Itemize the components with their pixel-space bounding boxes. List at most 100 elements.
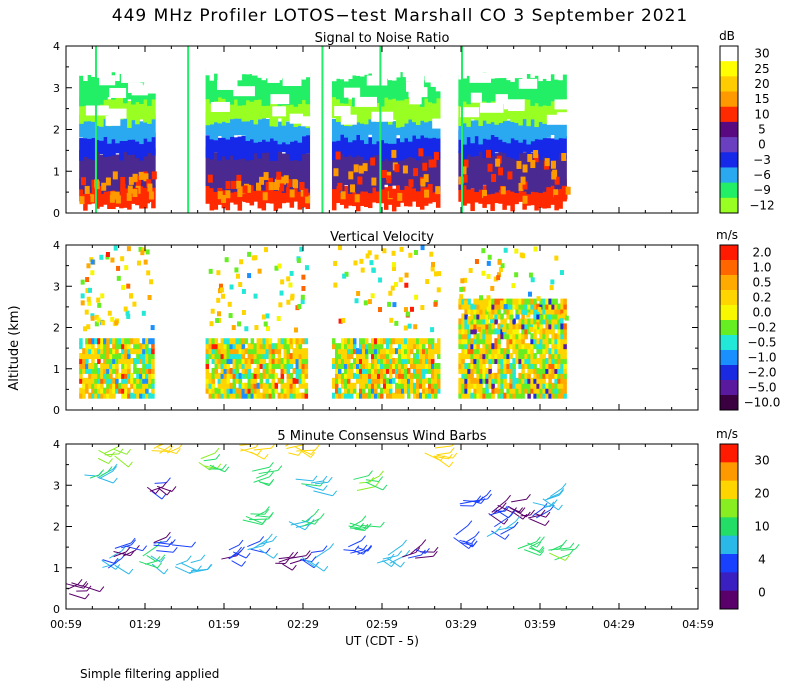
- wind-barb: [494, 515, 512, 528]
- vv-cell: [400, 367, 405, 374]
- vv-cell: [461, 343, 465, 350]
- vv-cell: [542, 308, 546, 315]
- snr-cell: [277, 151, 283, 192]
- vv-cell: [530, 353, 534, 360]
- snr-cell: [533, 154, 539, 163]
- snr-cell: [470, 92, 482, 103]
- vv-cell: [524, 348, 528, 355]
- wind-barb-flag: [510, 510, 516, 516]
- wind-barb-flag: [397, 550, 403, 556]
- vv-cell: [136, 372, 140, 379]
- vv-cell: [349, 367, 354, 374]
- colorbar-units: dB: [719, 29, 735, 43]
- vv-cell: [392, 266, 397, 272]
- vv-cell: [433, 392, 438, 399]
- vv-cell: [415, 353, 420, 360]
- vv-cell: [121, 367, 125, 374]
- vv-cell: [503, 382, 507, 389]
- vv-cell: [238, 372, 243, 379]
- snr-cell: [83, 187, 88, 211]
- vv-cell: [338, 245, 343, 251]
- wind-barb-flag: [526, 493, 531, 500]
- vv-cell: [392, 302, 397, 308]
- vv-cell: [521, 328, 525, 335]
- snr-cell: [79, 138, 84, 161]
- vv-cell: [548, 323, 552, 330]
- vv-cell: [482, 377, 486, 384]
- vv-cell: [557, 353, 561, 360]
- wind-barb-flag: [268, 513, 273, 520]
- vv-cell: [115, 338, 119, 345]
- vv-cell: [385, 343, 390, 350]
- vv-cell: [256, 362, 261, 369]
- snr-cell: [399, 180, 405, 203]
- snr-cell: [470, 188, 475, 212]
- wind-barb-flag: [214, 447, 220, 454]
- snr-cell: [510, 188, 515, 212]
- vv-cell: [216, 270, 221, 276]
- snr-cell: [265, 118, 271, 142]
- snr-cell: [205, 181, 211, 204]
- vv-cell: [124, 265, 129, 271]
- snr-cell: [514, 153, 519, 194]
- vv-cell: [521, 348, 525, 355]
- snr-cell: [387, 138, 393, 161]
- vv-cell: [551, 298, 555, 305]
- vv-cell: [479, 333, 483, 340]
- vv-cell: [97, 387, 101, 394]
- vv-cell: [397, 392, 402, 399]
- vv-cell: [560, 358, 564, 365]
- snr-cell: [265, 181, 271, 190]
- wind-barb-flag: [262, 518, 268, 524]
- vv-cell: [289, 353, 294, 360]
- vv-cell: [499, 300, 504, 306]
- snr-cell: [565, 186, 571, 195]
- snr-cell: [478, 121, 483, 145]
- wind-barb-flag: [171, 486, 177, 492]
- vv-cell: [214, 348, 219, 355]
- snr-cell: [427, 46, 433, 80]
- vv-cell: [349, 372, 354, 379]
- vv-cell: [283, 353, 288, 360]
- vv-cell: [473, 308, 477, 315]
- vv-cell: [406, 348, 411, 355]
- vv-cell: [100, 372, 104, 379]
- snr-cell: [335, 146, 341, 187]
- vv-cell: [506, 392, 510, 399]
- vv-cell: [461, 372, 465, 379]
- vv-cell: [415, 392, 420, 399]
- vv-cell: [304, 372, 309, 379]
- wind-barb-flag: [165, 531, 171, 538]
- vv-cell: [539, 362, 543, 369]
- vv-cell: [473, 362, 477, 369]
- wind-barb-flag: [245, 552, 251, 559]
- wind-barb-flag: [269, 478, 275, 485]
- vv-cell: [563, 372, 567, 379]
- vv-cell: [82, 382, 86, 389]
- vv-cell: [226, 348, 231, 355]
- vv-cell: [500, 323, 504, 330]
- snr-cell: [350, 184, 356, 193]
- snr-cell: [522, 181, 528, 190]
- vv-cell: [80, 300, 85, 306]
- snr-cell: [383, 187, 389, 210]
- vv-cell: [238, 338, 243, 345]
- snr-cell: [95, 46, 100, 73]
- vv-cell: [253, 367, 258, 374]
- vv-cell: [244, 362, 249, 369]
- x-tick-label: 00:59: [50, 618, 82, 631]
- vv-cell: [488, 353, 492, 360]
- vv-cell: [238, 343, 243, 350]
- wind-barb-flag: [289, 552, 294, 558]
- wind-barb: [527, 542, 537, 548]
- vv-cell: [217, 343, 222, 350]
- snr-cell: [111, 132, 116, 156]
- vv-cell: [412, 382, 417, 389]
- vv-cell: [226, 392, 231, 399]
- vv-cell: [376, 338, 381, 345]
- vv-cell: [479, 308, 483, 315]
- snr-cell: [490, 46, 495, 79]
- vv-cell: [151, 367, 155, 374]
- wind-barb-flag: [128, 568, 134, 575]
- vv-cell: [301, 348, 306, 355]
